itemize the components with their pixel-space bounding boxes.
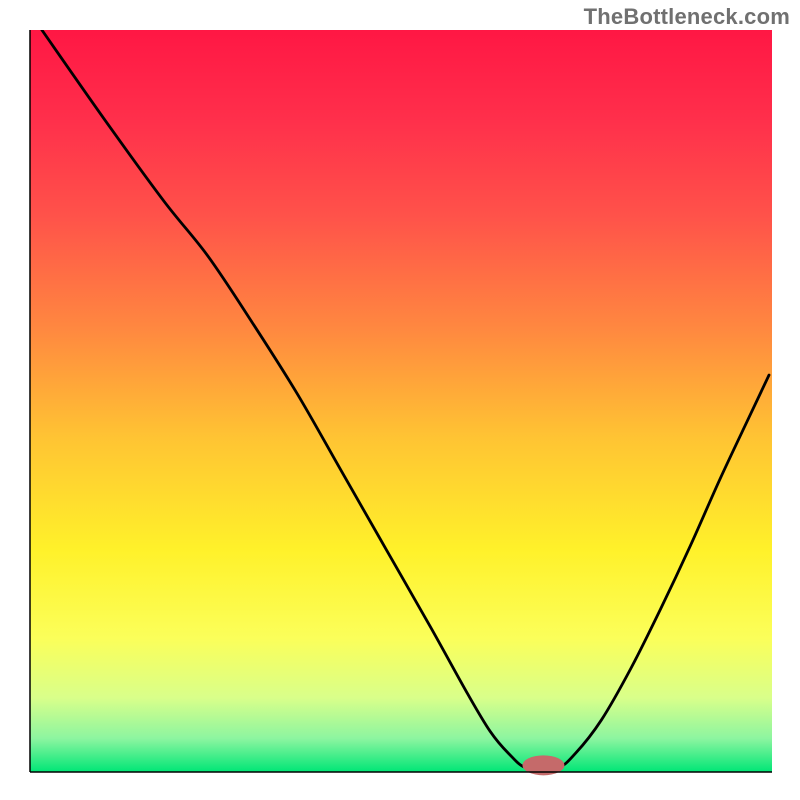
chart-container: TheBottleneck.com [0,0,800,800]
watermark-text: TheBottleneck.com [584,4,790,30]
plot-background-gradient [30,30,772,772]
bottleneck-curve-chart [0,0,800,800]
